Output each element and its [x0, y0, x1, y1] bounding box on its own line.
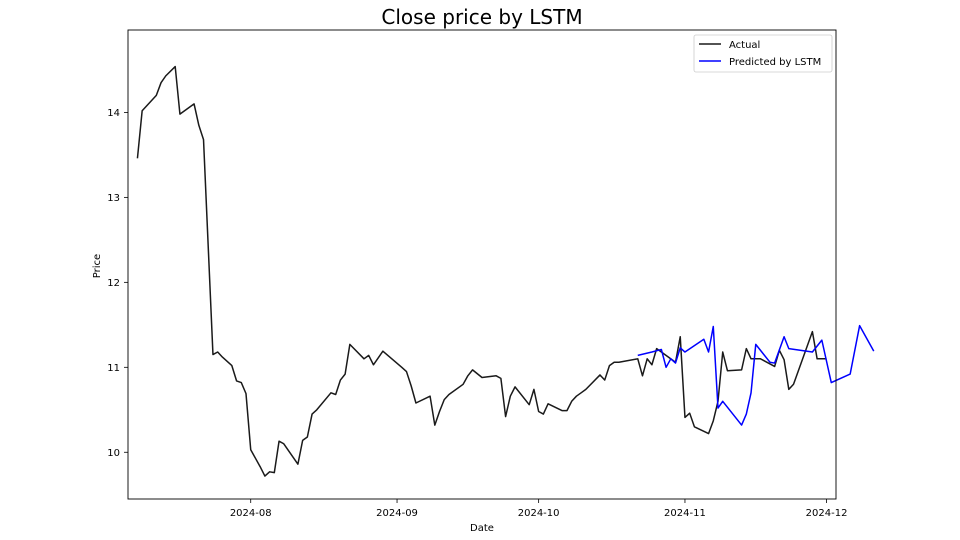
y-axis-label: Price	[92, 254, 103, 278]
chart-title: Close price by LSTM	[381, 5, 582, 29]
x-tick-label: 2024-12	[806, 508, 848, 519]
legend-label-predicted: Predicted by LSTM	[729, 57, 821, 68]
series-lines	[136, 65, 875, 477]
series-line-predicted	[637, 324, 875, 426]
x-tick-label: 2024-09	[376, 508, 418, 519]
x-tick-label: 2024-11	[664, 508, 706, 519]
series-line-actual	[136, 65, 827, 477]
plot-area-frame	[127, 29, 837, 500]
y-axis: 10 11 12 13 14	[107, 108, 128, 459]
y-tick-label: 13	[107, 193, 120, 204]
y-tick-label: 10	[107, 448, 120, 459]
y-tick-label: 14	[107, 108, 120, 119]
legend-label-actual: Actual	[729, 40, 760, 51]
y-tick-label: 12	[107, 278, 120, 289]
x-axis-label: Date	[470, 523, 494, 534]
x-tick-label: 2024-10	[518, 508, 560, 519]
legend: Actual Predicted by LSTM	[693, 34, 833, 73]
x-axis: 2024-08 2024-09 2024-10 2024-11 2024-12	[230, 499, 848, 519]
x-tick-label: 2024-08	[230, 508, 272, 519]
legend-box	[693, 34, 833, 73]
y-tick-label: 11	[107, 363, 120, 374]
